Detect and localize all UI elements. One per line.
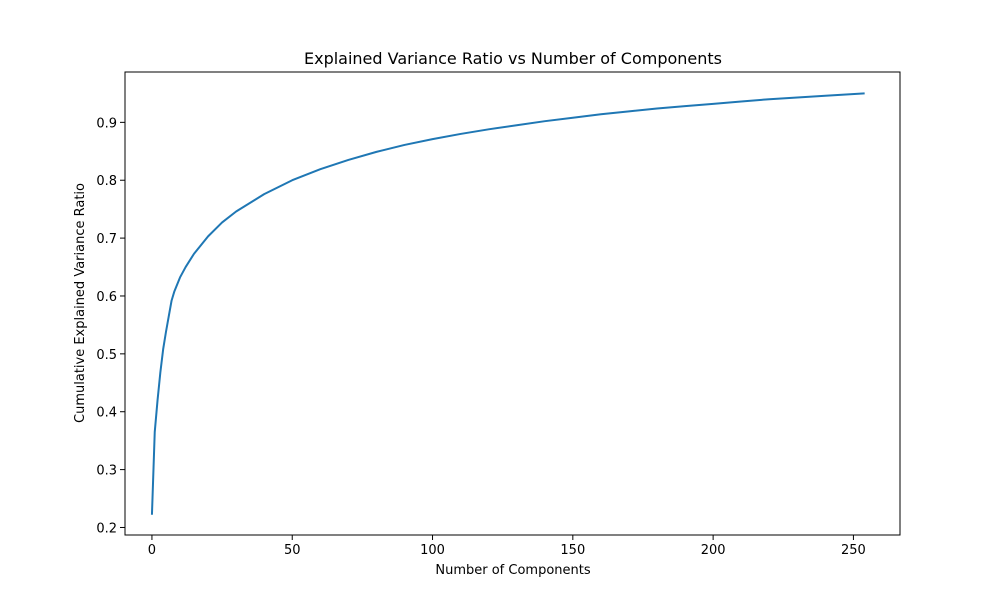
plot-area	[150, 92, 865, 515]
y-tick-label: 0.5	[96, 348, 117, 363]
axes-frame	[124, 71, 901, 536]
y-tick-label: 0.9	[96, 116, 117, 131]
variance-series-line	[150, 92, 865, 515]
x-tick-label: 0	[148, 543, 156, 558]
y-axis: 0.2 0.3 0.4 0.5 0.6 0.7 0.8 0.9	[96, 116, 125, 536]
y-tick-label: 0.6	[96, 290, 117, 305]
y-tick-label: 0.4	[96, 406, 117, 421]
x-tick-label: 150	[560, 543, 585, 558]
y-tick-label: 0.3	[96, 464, 117, 479]
x-axis: 0 50 100 150 200 250	[148, 535, 866, 558]
y-tick-label: 0.7	[96, 232, 117, 247]
x-tick-label: 50	[284, 543, 301, 558]
y-tick-label: 0.8	[96, 174, 117, 189]
x-tick-label: 250	[841, 543, 866, 558]
y-axis-label: Cumulative Explained Variance Ratio	[73, 183, 88, 423]
x-tick-label: 100	[420, 543, 445, 558]
x-axis-label: Number of Components	[435, 563, 590, 578]
x-tick-label: 200	[701, 543, 726, 558]
chart-title: Explained Variance Ratio vs Number of Co…	[304, 49, 722, 68]
y-tick-label: 0.2	[96, 521, 117, 536]
